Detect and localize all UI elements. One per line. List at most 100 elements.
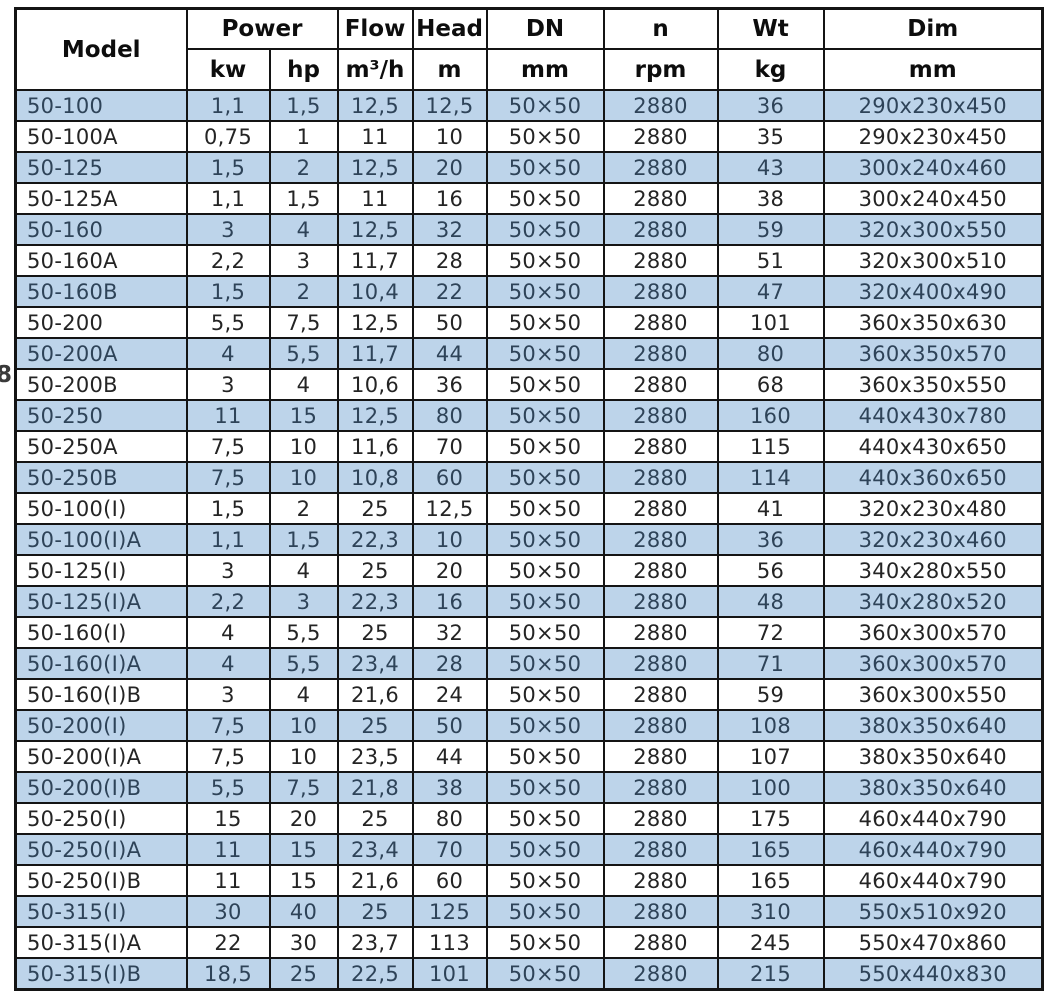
model-cell: 50-125(I): [14, 554, 188, 587]
table-cell: 1,1: [185, 182, 271, 215]
table-cell: 25: [336, 802, 414, 835]
table-row: 50-200B 3 4 10,6 36 50×50 2880 68 360x350x550: [14, 368, 1044, 401]
table-cell: 22,3: [336, 585, 414, 618]
table-cell: 12,5: [411, 492, 488, 525]
table-cell: 2880: [602, 337, 719, 370]
table-cell: 215: [716, 957, 825, 991]
table-cell: 50×50: [485, 337, 605, 370]
page-margin-number: 8: [0, 362, 13, 388]
model-cell: 50-250(I): [14, 802, 188, 835]
table-cell: 4: [268, 368, 339, 401]
unit-hp: hp: [268, 48, 339, 91]
table-cell: 2880: [602, 399, 719, 432]
table-cell: 32: [411, 213, 488, 246]
model-cell: 50-250A: [14, 430, 188, 463]
table-cell: 60: [411, 864, 488, 897]
model-cell: 50-200A: [14, 337, 188, 370]
table-cell: 50×50: [485, 554, 605, 587]
table-cell: 23,5: [336, 740, 414, 773]
table-cell: 300x240x450: [822, 182, 1044, 215]
table-cell: 2880: [602, 182, 719, 215]
table-cell: 20: [411, 151, 488, 184]
table-cell: 460x440x790: [822, 833, 1044, 866]
table-cell: 56: [716, 554, 825, 587]
table-row: 50-200(I)A 7,5 10 23,5 44 50×50 2880 107 380x350…: [14, 740, 1044, 773]
table-row: 50-315(I)B 18,5 25 22,5 101 50×50 2880 215 550x4…: [14, 957, 1044, 991]
table-cell: 11,7: [336, 337, 414, 370]
table-cell: 23,4: [336, 833, 414, 866]
table-cell: 44: [411, 337, 488, 370]
table-cell: 36: [716, 89, 825, 122]
table-cell: 5,5: [185, 771, 271, 804]
table-cell: 43: [716, 151, 825, 184]
table-cell: 2: [268, 492, 339, 525]
table-cell: 72: [716, 616, 825, 649]
table-cell: 2880: [602, 244, 719, 277]
table-cell: 25: [336, 492, 414, 525]
table-cell: 50×50: [485, 833, 605, 866]
table-cell: 360x350x570: [822, 337, 1044, 370]
table-cell: 165: [716, 833, 825, 866]
table-cell: 50×50: [485, 740, 605, 773]
table-cell: 10,6: [336, 368, 414, 401]
table-cell: 2880: [602, 678, 719, 711]
table-cell: 18,5: [185, 957, 271, 991]
table-cell: 380x350x640: [822, 740, 1044, 773]
table-cell: 50×50: [485, 275, 605, 308]
table-cell: 10: [268, 709, 339, 742]
table-cell: 22: [185, 926, 271, 959]
table-header: Model Power Flow Head DN n Wt Dim kw hp …: [14, 7, 1044, 91]
table-cell: 290x230x450: [822, 89, 1044, 122]
table-cell: 4: [185, 337, 271, 370]
table-cell: 2,2: [185, 244, 271, 277]
table-cell: 11: [336, 182, 414, 215]
table-cell: 25: [268, 957, 339, 991]
table-row: 50-200(I)B 5,5 7,5 21,8 38 50×50 2880 100 380x35…: [14, 771, 1044, 804]
table-cell: 80: [411, 802, 488, 835]
table-cell: 4: [185, 616, 271, 649]
table-cell: 50×50: [485, 709, 605, 742]
table-cell: 550x470x860: [822, 926, 1044, 959]
table-cell: 7,5: [268, 771, 339, 804]
table-cell: 10: [268, 430, 339, 463]
table-cell: 440x430x780: [822, 399, 1044, 432]
table-cell: 40: [268, 895, 339, 928]
table-cell: 165: [716, 864, 825, 897]
table-cell: 2,2: [185, 585, 271, 618]
table-cell: 2880: [602, 957, 719, 991]
table-cell: 2880: [602, 213, 719, 246]
table-cell: 35: [716, 120, 825, 153]
table-cell: 50×50: [485, 523, 605, 556]
model-cell: 50-200(I): [14, 709, 188, 742]
table-cell: 10,4: [336, 275, 414, 308]
table-cell: 320x230x460: [822, 523, 1044, 556]
table-cell: 1,5: [268, 89, 339, 122]
unit-flow: m³/h: [336, 48, 414, 91]
table-cell: 50×50: [485, 182, 605, 215]
table-cell: 3: [185, 368, 271, 401]
table-cell: 3: [268, 244, 339, 277]
table-cell: 2880: [602, 523, 719, 556]
table-cell: 11,7: [336, 244, 414, 277]
table-cell: 24: [411, 678, 488, 711]
model-cell: 50-250(I)A: [14, 833, 188, 866]
table-cell: 1,5: [185, 492, 271, 525]
table-cell: 50×50: [485, 244, 605, 277]
table-cell: 114: [716, 461, 825, 494]
table-cell: 360x300x550: [822, 678, 1044, 711]
model-cell: 50-160A: [14, 244, 188, 277]
table-cell: 125: [411, 895, 488, 928]
table-cell: 28: [411, 647, 488, 680]
model-cell: 50-125: [14, 151, 188, 184]
table-cell: 50×50: [485, 368, 605, 401]
model-cell: 50-100A: [14, 120, 188, 153]
table-row: 50-100 1,1 1,5 12,5 12,5 50×50 2880 36 290x230x4…: [14, 89, 1044, 122]
table-cell: 2880: [602, 461, 719, 494]
table-cell: 1: [268, 120, 339, 153]
table-cell: 108: [716, 709, 825, 742]
table-cell: 360x350x550: [822, 368, 1044, 401]
table-cell: 360x300x570: [822, 616, 1044, 649]
table-row: 50-315(I)A 22 30 23,7 113 50×50 2880 245 550x470…: [14, 926, 1044, 959]
table-cell: 71: [716, 647, 825, 680]
table-cell: 2880: [602, 275, 719, 308]
